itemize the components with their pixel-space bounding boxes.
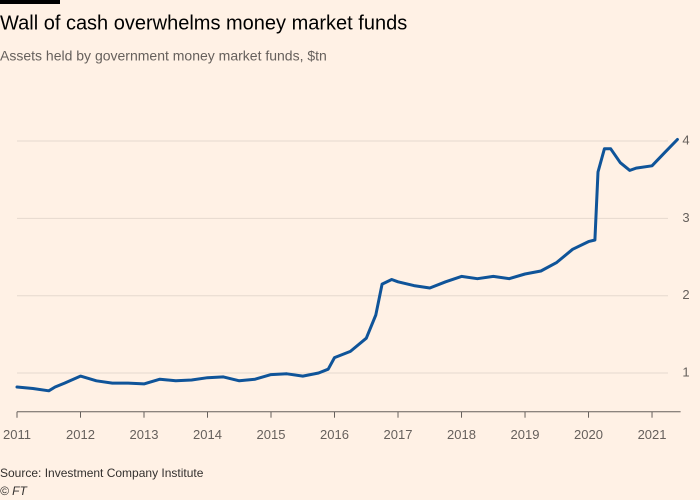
credit: © FT	[0, 484, 29, 498]
x-tick-label: 2018	[447, 427, 476, 442]
y-tick-label: 1	[682, 364, 689, 379]
brand-bar	[0, 0, 60, 4]
x-tick-label: 2016	[320, 427, 349, 442]
x-tick-label: 2013	[130, 427, 159, 442]
x-tick-label: 2020	[574, 427, 603, 442]
x-tick-label: 2015	[257, 427, 286, 442]
source: Source: Investment Company Institute	[0, 466, 204, 480]
x-tick-label: 2017	[384, 427, 413, 442]
x-tick-label: 2011	[3, 427, 31, 442]
data-line	[15, 138, 679, 393]
x-tick-label: 2012	[66, 427, 95, 442]
y-tick-label: 2	[682, 287, 689, 302]
y-tick-label: 4	[682, 132, 689, 147]
x-tick-label: 2019	[511, 427, 540, 442]
x-tick-label: 2014	[193, 427, 222, 442]
y-tick-label: 3	[682, 210, 689, 225]
chart-title: Wall of cash overwhelms money market fun…	[0, 12, 407, 34]
chart-subtitle: Assets held by government money market f…	[0, 48, 327, 64]
x-tick-label: 2021	[638, 427, 667, 442]
